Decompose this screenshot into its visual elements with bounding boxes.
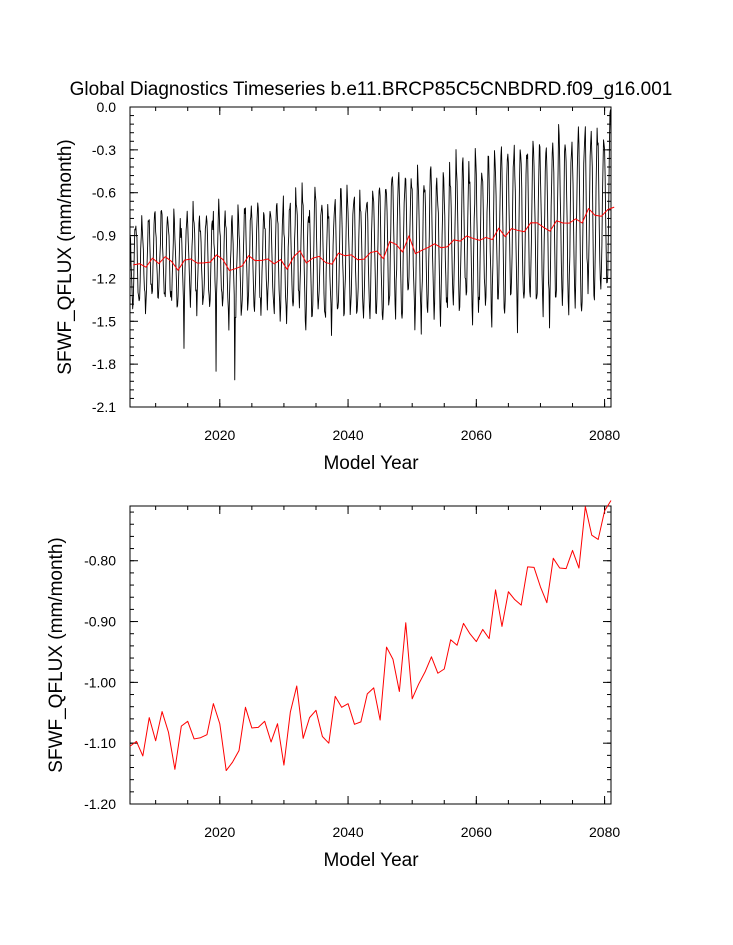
x-axis-ticks: 2020 2040 2060 2080 [155,506,620,840]
x-axis-ticks: 2020 2040 2060 2080 [155,107,620,443]
x-tick-label: 2080 [589,427,620,443]
plot-area [129,109,615,381]
y-axis-title: SFWF_QFLUX (mm/month) [55,139,76,374]
y-tick-label: -0.6 [92,185,116,201]
x-tick-label: 2060 [461,824,492,840]
y-tick-label: -1.10 [84,735,116,751]
plot-frame [129,505,612,805]
x-tick-label: 2020 [204,427,235,443]
y-tick-label: -1.8 [92,356,116,372]
x-axis-title: Model Year [323,453,419,474]
x-axis-title: Model Year [323,850,419,871]
annual-mean-series-line [133,206,615,272]
y-tick-label: -0.90 [84,614,116,630]
y-tick-label: 0.0 [97,99,117,115]
plot-frame [129,106,612,408]
x-tick-label: 2040 [332,824,363,840]
x-tick-label: 2040 [332,427,363,443]
y-axis-title: SFWF_QFLUX (mm/month) [46,537,67,772]
annual-mean-series-line [129,500,612,772]
y-axis-ticks: 0.0 -0.3 -0.6 -0.9 -1.2 -1.5 -1.8 -2.1 [92,99,611,415]
y-tick-label: -0.3 [92,142,116,158]
x-tick-label: 2020 [204,824,235,840]
x-tick-label: 2080 [589,824,620,840]
y-tick-label: -2.1 [92,399,116,415]
bottom-chart: -0.80-0.90-1.00-1.10-1.20 2020 2040 2060 20… [46,500,620,871]
plot-area [129,500,612,772]
y-tick-label: -0.80 [84,553,116,569]
top-chart: Global Diagnostics Timeseries b.e11.BRCP… [55,79,672,474]
x-tick-label: 2060 [461,427,492,443]
y-tick-label: -0.9 [92,228,116,244]
y-tick-label: -1.2 [92,270,116,286]
y-axis-ticks: -0.80 -0.90 -1.00 -1.10 -1.20 [84,511,611,812]
y-tick-label: -1.5 [92,313,116,329]
chart-title: Global Diagnostics Timeseries b.e11.BRCP… [70,79,673,100]
y-tick-label: -1.20 [84,796,116,812]
monthly-series-line [129,109,612,381]
y-tick-label: -1.00 [84,674,116,690]
